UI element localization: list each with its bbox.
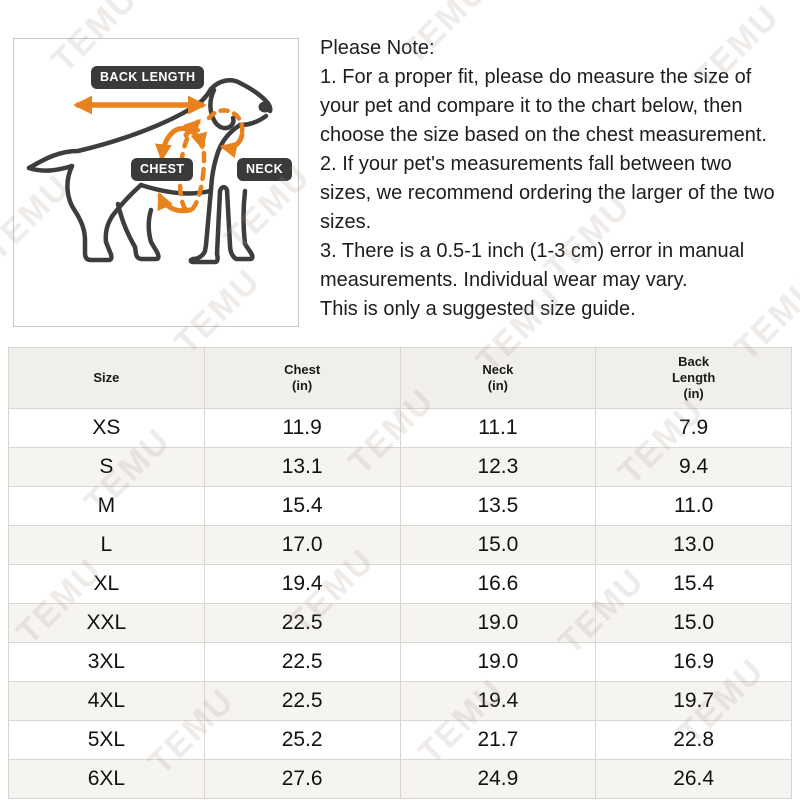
- size-cell: 6XL: [8, 759, 205, 799]
- chest-value-cell: 22.5: [203, 681, 401, 721]
- neck-value-cell: 21.7: [399, 720, 597, 760]
- back-length-value-cell: 26.4: [595, 759, 792, 799]
- back-length-value-cell: 15.4: [595, 564, 792, 604]
- neck-value-cell: 19.0: [399, 642, 597, 682]
- size-table-header-row: Size Chest (in) Neck (in) Back Length (in): [8, 347, 792, 409]
- table-row: M 15.4 13.5 11.0: [8, 486, 792, 526]
- size-table: Size Chest (in) Neck (in) Back Length (in) …: [8, 347, 792, 799]
- neck-value-cell: 11.1: [399, 408, 597, 448]
- column-header-chest: Chest (in): [203, 347, 401, 409]
- dog-nose: [258, 101, 272, 113]
- table-row: XL 19.4 16.6 15.4: [8, 564, 792, 604]
- table-row: L 17.0 15.0 13.0: [8, 525, 792, 565]
- chest-value-cell: 22.5: [203, 603, 401, 643]
- size-cell: XXL: [8, 603, 205, 643]
- note-line: choose the size based on the chest measu…: [320, 124, 767, 146]
- back-length-value-cell: 16.9: [595, 642, 792, 682]
- neck-value-cell: 16.6: [399, 564, 597, 604]
- chest-value-cell: 22.5: [203, 642, 401, 682]
- table-row: XXL 22.5 19.0 15.0: [8, 603, 792, 643]
- back-length-value-cell: 15.0: [595, 603, 792, 643]
- column-header-size: Size: [8, 347, 205, 409]
- back-length-value-cell: 19.7: [595, 681, 792, 721]
- chest-value-cell: 17.0: [203, 525, 401, 565]
- table-row: S 13.1 12.3 9.4: [8, 447, 792, 487]
- neck-value-cell: 15.0: [399, 525, 597, 565]
- table-row: 5XL 25.2 21.7 22.8: [8, 720, 792, 760]
- note-line: sizes.: [320, 211, 372, 233]
- neck-measure-arrow: [219, 132, 245, 159]
- neck-girth-dashed-arc: [206, 108, 245, 135]
- size-cell: 4XL: [8, 681, 205, 721]
- size-cell: L: [8, 525, 205, 565]
- table-row: 4XL 22.5 19.4 19.7: [8, 681, 792, 721]
- chest-label: CHEST: [131, 158, 194, 181]
- back-length-label: BACK LENGTH: [91, 66, 205, 89]
- neck-value-cell: 24.9: [399, 759, 597, 799]
- chest-value-cell: 27.6: [203, 759, 401, 799]
- dog-measurement-diagram: BACK LENGTH CHEST NECK: [13, 38, 299, 327]
- note-line: measurements. Individual wear may vary.: [320, 269, 688, 291]
- size-cell: XL: [8, 564, 205, 604]
- size-table-body: XS 11.9 11.1 7.9 S 13.1 12.3 9.4 M 15.4 13.5 11.0 L 1…: [8, 408, 792, 799]
- note-line: your pet and compare it to the chart bel…: [320, 95, 743, 117]
- neck-value-cell: 13.5: [399, 486, 597, 526]
- table-row: XS 11.9 11.1 7.9: [8, 408, 792, 448]
- withers-arrow: [182, 118, 202, 138]
- neck-label: NECK: [237, 158, 293, 181]
- table-row: 6XL 27.6 24.9 26.4: [8, 759, 792, 799]
- note-line: sizes, we recommend ordering the larger …: [320, 182, 775, 204]
- note-text: Please Note: 1. For a proper fit, please …: [320, 34, 775, 324]
- note-line: 2. If your pet's measurements fall betwe…: [320, 153, 732, 175]
- back-length-value-cell: 13.0: [595, 525, 792, 565]
- note-line: 1. For a proper fit, please do measure t…: [320, 66, 752, 88]
- table-row: 3XL 22.5 19.0 16.9: [8, 642, 792, 682]
- column-header-back-length: Back Length (in): [595, 347, 792, 409]
- chest-value-cell: 25.2: [203, 720, 401, 760]
- chest-value-cell: 11.9: [203, 408, 401, 448]
- size-cell: 3XL: [8, 642, 205, 682]
- note-line: Please Note:: [320, 37, 435, 59]
- chest-bottom-arrow: [157, 192, 193, 214]
- back-length-value-cell: 11.0: [595, 486, 792, 526]
- back-length-value-cell: 7.9: [595, 408, 792, 448]
- back-length-value-cell: 22.8: [595, 720, 792, 760]
- size-cell: M: [8, 486, 205, 526]
- size-cell: 5XL: [8, 720, 205, 760]
- neck-value-cell: 19.4: [399, 681, 597, 721]
- chest-value-cell: 15.4: [203, 486, 401, 526]
- size-cell: XS: [8, 408, 205, 448]
- note-line: This is only a suggested size guide.: [320, 298, 636, 320]
- size-cell: S: [8, 447, 205, 487]
- neck-value-cell: 12.3: [399, 447, 597, 487]
- chest-value-cell: 19.4: [203, 564, 401, 604]
- back-length-value-cell: 9.4: [595, 447, 792, 487]
- note-line: 3. There is a 0.5-1 inch (1-3 cm) error …: [320, 240, 745, 262]
- chest-value-cell: 13.1: [203, 447, 401, 487]
- column-header-neck: Neck (in): [399, 347, 597, 409]
- neck-value-cell: 19.0: [399, 603, 597, 643]
